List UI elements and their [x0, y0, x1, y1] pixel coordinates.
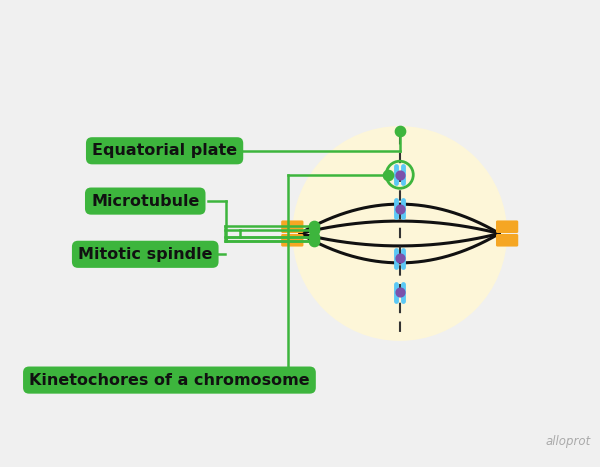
- Point: [309, 222, 319, 230]
- FancyBboxPatch shape: [496, 220, 518, 233]
- Circle shape: [292, 126, 507, 341]
- Point: [383, 171, 393, 178]
- Text: Microtubule: Microtubule: [91, 194, 199, 209]
- Point: [395, 127, 404, 134]
- FancyBboxPatch shape: [281, 234, 304, 247]
- Point: [395, 171, 404, 178]
- Point: [309, 233, 319, 241]
- FancyBboxPatch shape: [496, 234, 518, 247]
- Text: Kinetochores of a chromosome: Kinetochores of a chromosome: [29, 373, 310, 388]
- Text: Equatorial plate: Equatorial plate: [92, 143, 237, 158]
- Point: [395, 255, 404, 262]
- Point: [309, 226, 319, 234]
- Text: Mitotic spindle: Mitotic spindle: [78, 247, 212, 262]
- FancyBboxPatch shape: [281, 220, 304, 233]
- Point: [395, 289, 404, 296]
- Point: [309, 237, 319, 245]
- Text: alloprot: alloprot: [545, 435, 590, 448]
- Point: [395, 205, 404, 212]
